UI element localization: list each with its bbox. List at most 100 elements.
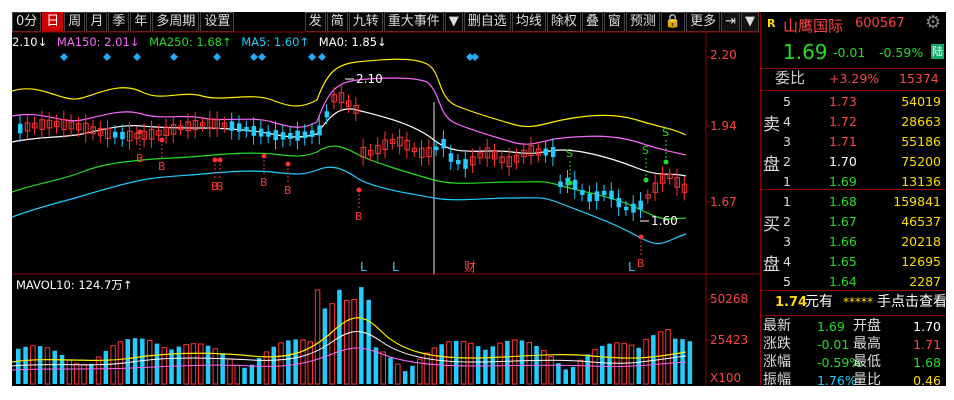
event-diamond-icon [250,53,258,61]
candle-body [645,194,651,199]
candle-body [382,139,388,151]
buy-level-row[interactable]: 4 1.65 12695 [761,252,946,271]
stat-label: 涨跌 [763,336,791,352]
volume-bar [314,289,321,385]
candle-body [513,154,520,163]
candle-body [580,190,585,195]
volume-bar [154,343,160,384]
volume-bar [585,354,590,384]
candle-body [331,94,337,103]
price-row: 1.69 -0.01 -0.59% 陆 [761,40,946,64]
volume-bar [402,371,408,384]
sell-volume: 54019 [901,94,941,109]
volume-bar [388,357,393,384]
indicator-legend: 2.10↓ MA150: 2.01↓ MA250: 1.68↑ MA5: 1.6… [12,35,712,50]
event-marker-l[interactable]: L [628,260,635,274]
event-diamond-icon [103,53,111,61]
volume-bar [439,344,444,384]
stat-label: 最高 [853,336,881,352]
buy-signal-dot [217,157,223,163]
event-marker-l[interactable]: L [360,260,367,274]
buy-signal-label: B [158,160,166,173]
sell-volume: 55186 [901,134,941,149]
buy-level-row[interactable]: 1 1.68 159841 [761,192,946,211]
sell-level-row[interactable]: 1 1.69 13136 [761,172,946,191]
volume-bar [657,331,664,385]
buy-signal-dot [159,137,165,143]
order-ratio-label: 委比 [775,69,806,87]
volume-bar [242,367,247,384]
tab-settings[interactable]: 设置 [200,12,235,32]
sell-level-row[interactable]: 3 1.71 55186 [761,132,946,151]
tab-year[interactable]: 年 [130,12,152,32]
event-diamond-icon [471,53,479,61]
candle-body [112,131,118,138]
event-diamond-icon [60,53,68,61]
volume-bar [454,340,459,384]
btn-moving-average[interactable]: 均线 [511,12,546,32]
tab-week[interactable]: 周 [64,12,86,32]
volume-bar [548,356,554,385]
gear-icon[interactable]: ⚙ [925,12,942,33]
volume-bar [278,342,284,385]
volume-bar [607,343,612,384]
btn-more[interactable]: 更多 [686,12,721,32]
stat-label: 最低 [853,354,881,370]
volume-axis-label: 25423 [710,333,748,347]
volume-bar [395,363,401,385]
buy-level-row[interactable]: 2 1.67 46537 [761,212,946,231]
buy-level-row[interactable]: 3 1.66 20218 [761,232,946,251]
sell-price: 1.71 [829,134,857,149]
tab-minute[interactable]: 0分 [12,12,42,32]
volume-bar [483,349,488,384]
btn-overlay[interactable]: 叠 [581,12,603,32]
candle-body [75,123,82,131]
candle-body [97,127,104,136]
stat-label: 振幅 [763,372,791,386]
btn-simple[interactable]: 简 [326,12,348,32]
volume-bar [307,341,313,385]
candle-body [419,147,425,158]
candle-body [426,147,432,158]
sell-volume: 75200 [901,154,941,169]
low-annotation: 1.60 [651,214,678,228]
quote-title: R 山鹰国际 600567 ⚙ [761,12,946,38]
stock-code: 600567 [855,16,905,31]
sell-level-row[interactable]: 5 1.73 54019 [761,92,946,111]
sell-price: 1.70 [829,154,857,169]
stat-row: 最新 1.69 开盘 1.70 [761,317,946,336]
buy-signal-label: B [216,180,224,193]
stock-name[interactable]: 山鹰国际 [783,17,844,35]
btn-window[interactable]: 窗 [603,12,625,32]
sell-level-row[interactable]: 4 1.72 28663 [761,112,946,131]
candle-body [558,181,563,188]
tab-day[interactable]: 日 [42,12,64,32]
event-marker-l[interactable]: L [392,260,399,274]
volume-bar [519,340,525,384]
sell-volume: 28663 [901,114,941,129]
event-diamond-icon [133,53,141,61]
event-marker-earnings[interactable]: 财 [464,260,476,274]
stat-label: 最新 [763,318,791,334]
candle-body [667,174,673,180]
volume-bar [125,339,130,384]
volume-bar [344,299,350,385]
divider [761,290,946,291]
buy-level-row[interactable]: 5 1.64 2287 [761,272,946,291]
candle-body [141,130,148,140]
volume-bar [570,366,576,384]
candle-body [397,136,403,147]
candle-body [609,190,614,200]
volume-bar [249,364,255,384]
btn-forecast[interactable]: 预测 [625,12,660,32]
buy-signal-dot [285,161,291,167]
indicator-ma250: MA250: 1.68↑ [149,35,232,49]
stat-label: 量比 [853,372,881,386]
candle-body [266,131,271,137]
btn-publish[interactable]: 发 [304,12,326,32]
sell-level-row[interactable]: 2 1.70 75200 [761,152,946,171]
buy-volume: 159841 [893,194,941,209]
promo-row[interactable]: 1.74 元有 ***** 手点击查看 [761,293,946,313]
market-tag: 陆 [931,44,944,59]
